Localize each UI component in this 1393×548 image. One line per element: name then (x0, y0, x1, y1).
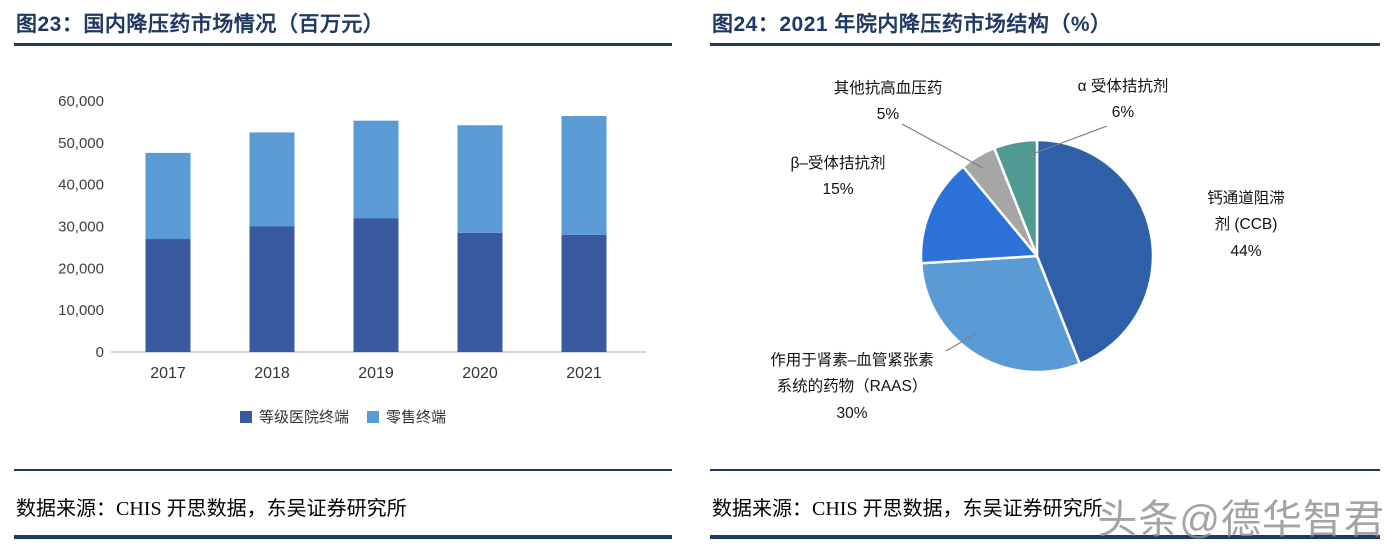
pie-label-beta-blocker-name: β–受体拮抗剂 (790, 155, 886, 172)
legend-label-hospital: 等级医院终端 (258, 409, 349, 426)
source-rule-top (14, 469, 672, 471)
bar-segment (249, 226, 295, 352)
bar-chart: 0 10,000 20,000 30,000 40,000 50,000 60,000 201… (58, 93, 646, 382)
bar-segment (353, 120, 399, 219)
x-category-label: 2021 (566, 365, 602, 382)
x-category-label: 2017 (150, 365, 186, 382)
bar-segment (353, 218, 399, 352)
x-category-label: 2018 (254, 365, 290, 382)
watermark: 头条@德华智君 (1097, 498, 1385, 542)
x-category-label: 2019 (358, 365, 394, 382)
pie-label-raas: 作用于肾素–血管紧张素系统的药物（RAAS） 30% (766, 348, 938, 427)
bar-segment (561, 116, 607, 235)
pie-label-other: 其他抗高血压药 5% (818, 76, 958, 129)
bar-chart-title: 图23：国内降压药市场情况（百万元） (16, 13, 385, 36)
panel-bottom-rule (14, 535, 672, 539)
bar-segment (457, 232, 503, 352)
y-tick-label: 50,000 (58, 135, 104, 152)
pie-label-other-name: 其他抗高血压药 (833, 80, 943, 97)
y-tick-label: 60,000 (58, 93, 104, 110)
pie-label-raas-pct: 30% (836, 404, 868, 422)
title-rule (710, 43, 1380, 46)
bar-segment (457, 125, 503, 233)
pie-chart-area: 钙通道阻滞剂 (CCB) 44% 作用于肾素–血管紧张素系统的药物（RAAS） … (710, 50, 1380, 469)
bar-segment (249, 132, 295, 227)
y-tick-label: 30,000 (58, 219, 104, 236)
legend-item-hospital: 等级医院终端 (239, 406, 349, 427)
panel-bottom-rule (710, 535, 1380, 539)
pie-label-alpha-blocker: α 受体拮抗剂 6% (1058, 74, 1188, 127)
bar-chart-legend: 等级医院终端 零售终端 (14, 406, 672, 427)
x-category-label: 2020 (462, 365, 498, 382)
bar-segment (145, 152, 191, 240)
legend-item-retail: 零售终端 (367, 406, 446, 427)
pie-label-ccb-name: 钙通道阻滞剂 (CCB) (1207, 190, 1285, 234)
pie-label-beta-blocker: β–受体拮抗剂 15% (763, 151, 913, 204)
pie-slice-0 (1035, 138, 1155, 366)
bar-segment (145, 239, 191, 352)
y-tick-label: 40,000 (58, 177, 104, 194)
source-rule-top (710, 469, 1380, 471)
pie-slice-4 (993, 138, 1039, 258)
y-tick-label: 0 (96, 344, 104, 361)
legend-swatch-retail-icon (367, 410, 379, 423)
y-tick-label: 20,000 (58, 260, 104, 277)
pie-chart-title: 图24：2021 年院内降压药市场结构（%） (712, 13, 1112, 36)
pie-chart (901, 123, 1155, 374)
bar-chart-source: 数据来源：CHIS 开思数据，东吴证券研究所 (16, 498, 407, 520)
y-tick-label: 10,000 (58, 302, 104, 319)
title-rule (14, 43, 672, 46)
pie-label-raas-name: 作用于肾素–血管紧张素系统的药物（RAAS） (770, 352, 934, 396)
legend-swatch-hospital-icon (239, 410, 252, 423)
pie-label-beta-blocker-pct: 15% (822, 181, 854, 199)
pie-label-ccb: 钙通道阻滞剂 (CCB) 44% (1200, 186, 1292, 265)
pie-label-alpha-blocker-pct: 6% (1111, 104, 1135, 122)
pie-chart-source: 数据来源：CHIS 开思数据，东吴证券研究所 (712, 498, 1103, 520)
pie-chart-panel: 图24：2021 年院内降压药市场结构（%） 钙通道阻滞剂 (CCB) 44% … (710, 8, 1380, 542)
pie-label-alpha-blocker-name: α 受体拮抗剂 (1077, 78, 1169, 95)
pie-leader-line (1018, 125, 1108, 160)
bar-chart-panel: 图23：国内降压药市场情况（百万元） 0 10,000 20,000 30,000 40… (14, 8, 672, 542)
pie-label-ccb-pct: 44% (1230, 242, 1262, 260)
pie-leader-line (901, 123, 984, 169)
pie-leader-line (945, 332, 978, 352)
pie-slice-2 (919, 165, 1039, 265)
bar-segment (561, 234, 607, 352)
bar-chart-area: 0 10,000 20,000 30,000 40,000 50,000 60,000 201… (14, 50, 672, 469)
legend-label-retail: 零售终端 (386, 409, 447, 426)
pie-label-other-pct: 5% (876, 106, 900, 124)
